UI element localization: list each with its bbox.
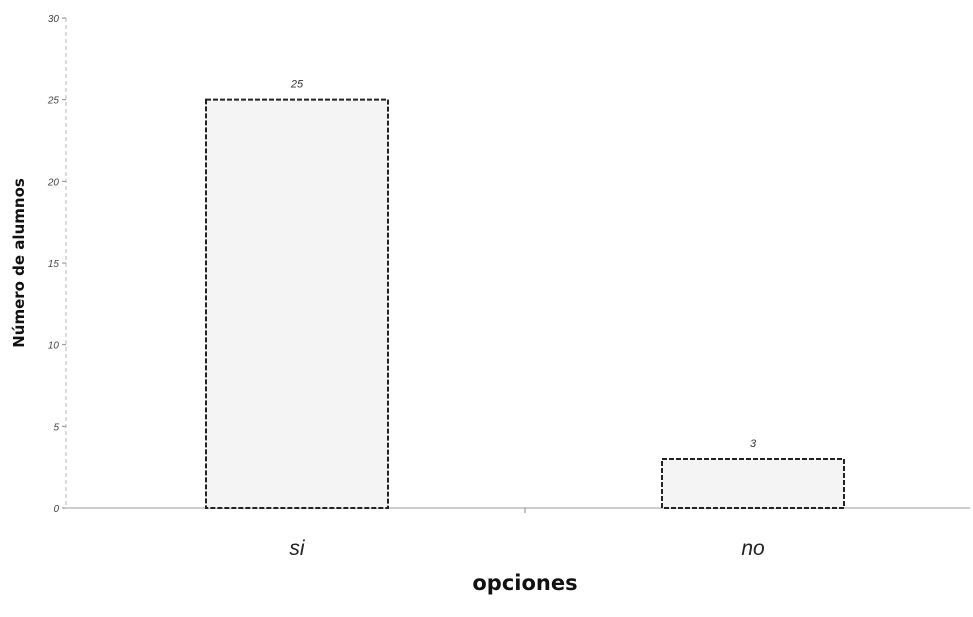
bar-si [205,98,389,510]
y-tick-label: 20 [47,177,60,188]
data-labels: 25 3 [290,79,757,450]
y-tick-label: 10 [48,341,60,352]
data-label-no: 3 [750,438,757,450]
y-tick-label: 0 [53,504,59,515]
y-tick-label: 15 [48,259,60,270]
y-tick-label: 25 [47,96,60,107]
bars [205,98,845,510]
y-axis-ticks: 0 5 10 15 20 25 30 [47,14,66,515]
y-tick-label: 5 [53,422,59,433]
x-category-label-no: no [741,537,765,560]
data-label-si: 25 [290,79,304,91]
x-category-labels: si no [289,537,765,560]
y-axis-title: Número de alumnos [10,178,28,348]
y-tick-label: 30 [48,14,60,25]
x-category-label-si: si [289,537,306,560]
x-axis-title: opciones [472,571,577,595]
bar-no [661,458,845,509]
